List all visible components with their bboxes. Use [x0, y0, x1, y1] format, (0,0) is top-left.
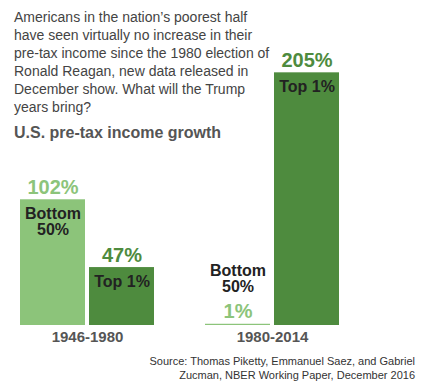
svg-text:205%: 205% — [281, 49, 332, 71]
svg-text:47%: 47% — [102, 244, 142, 266]
svg-text:1980-2014: 1980-2014 — [237, 328, 309, 345]
svg-text:Bottom50%: Bottom50% — [210, 262, 266, 295]
svg-text:1946-1980: 1946-1980 — [52, 328, 124, 345]
html-text:Americans in the nation’s poor: Americans in the nation’s poorest half h… — [14, 9, 270, 115]
svg-text:Top 1%: Top 1% — [94, 273, 150, 290]
html-text:U.S. pre-tax income growth: U.S. pre-tax income growth — [14, 124, 222, 141]
svg-text:1%: 1% — [224, 300, 253, 322]
svg-text:102%: 102% — [27, 176, 78, 198]
html-text:Source: Thomas Piketty, Emmanu: Source: Thomas Piketty, Emmanuel Saez, a… — [149, 355, 415, 381]
svg-text:Bottom50%: Bottom50% — [25, 205, 81, 238]
svg-text:Top 1%: Top 1% — [279, 78, 335, 95]
